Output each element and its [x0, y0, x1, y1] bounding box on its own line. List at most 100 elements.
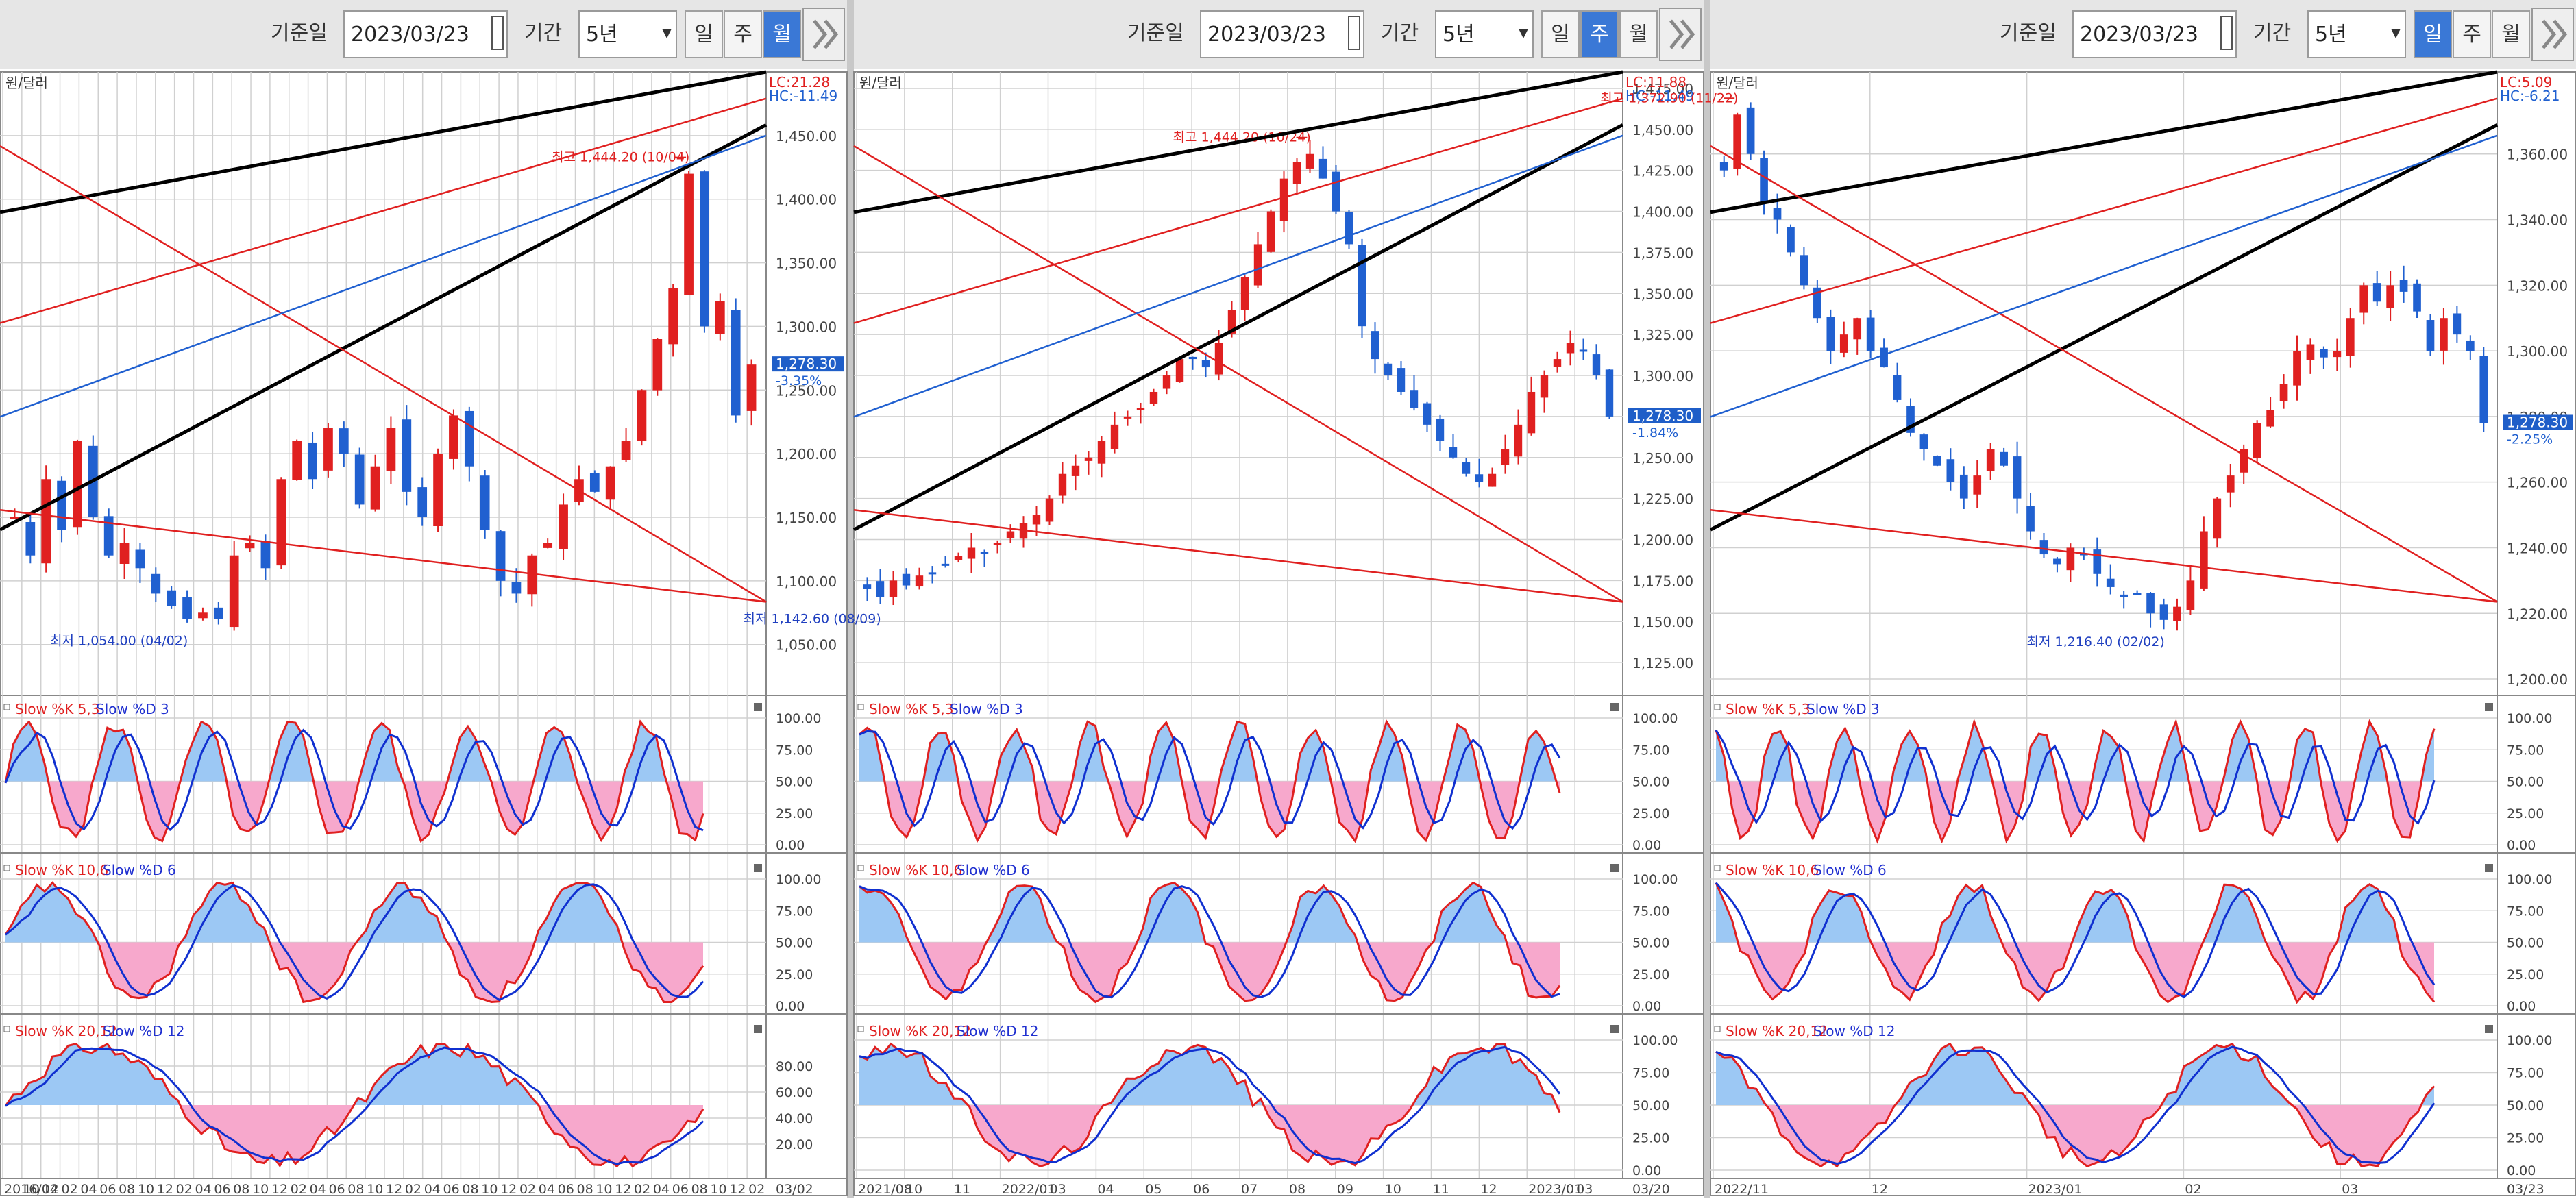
candle-body	[2253, 423, 2261, 459]
x-tick-label: 02	[519, 1182, 536, 1197]
subpanel-marker	[3, 704, 10, 710]
candle-body	[1097, 441, 1106, 464]
candle-body	[915, 575, 924, 587]
candle-body	[2479, 356, 2488, 423]
date-label: 기준일	[2000, 21, 2057, 45]
candle-body	[1071, 465, 1080, 476]
double-chevron-right-icon	[2542, 19, 2568, 49]
indicator-tick: 75.00	[1632, 1066, 1669, 1081]
period-select[interactable]	[578, 10, 677, 58]
slow-d-line	[859, 885, 1560, 999]
candle-body	[1866, 317, 1875, 351]
period-label: 기간	[2253, 21, 2291, 45]
trend-line	[0, 123, 768, 532]
trend-line	[1710, 509, 2498, 603]
candle-body	[182, 597, 192, 619]
subpanel-close-button[interactable]	[754, 1025, 762, 1033]
calendar-icon[interactable]	[1348, 16, 1360, 50]
tab-day[interactable]	[2414, 10, 2452, 58]
x-tick-label: 08	[691, 1182, 708, 1197]
indicator-tick: 50.00	[2507, 1098, 2544, 1113]
subpanel-close-button[interactable]	[2485, 864, 2493, 872]
candle-body	[700, 171, 709, 327]
currency-label: 원/달러	[1716, 75, 1758, 91]
y-tick-label: 1,200.00	[776, 446, 837, 462]
high-label: 최고 1,444.20 (10/04)	[552, 150, 689, 165]
candle-body	[2186, 580, 2195, 610]
candle-body	[10, 517, 20, 519]
y-tick-label: 1,125.00	[1632, 655, 1693, 671]
date-input[interactable]	[1200, 10, 1364, 58]
tab-day[interactable]	[1541, 10, 1580, 58]
trend-line	[852, 123, 1624, 532]
indicator-tick: 75.00	[2507, 1066, 2544, 1081]
subpanel-close-button[interactable]	[1610, 864, 1619, 872]
x-tick-label: 03	[1050, 1182, 1066, 1197]
price-change: -1.84%	[1632, 425, 1678, 441]
date-input[interactable]	[343, 10, 508, 58]
x-tick-label: 10	[906, 1182, 922, 1197]
subpanel-marker	[3, 1026, 10, 1032]
y-tick-label: 1,175.00	[1632, 573, 1693, 589]
x-tick-label: 03	[1576, 1182, 1593, 1197]
indicator-tick: 25.00	[1632, 967, 1669, 982]
subpanel-close-button[interactable]	[2485, 1025, 2493, 1033]
tab-week-label: 주	[733, 23, 752, 47]
tab-week[interactable]	[1580, 10, 1619, 58]
candle-body	[1188, 356, 1197, 360]
currency-label: 원/달러	[859, 75, 902, 91]
overbought-area	[859, 721, 1560, 782]
tab-week[interactable]	[724, 10, 762, 58]
y-tick-label: 1,250.00	[1632, 450, 1693, 467]
indicator-tick: 0.00	[1632, 1163, 1661, 1178]
x-tick-label: 10	[252, 1182, 269, 1197]
x-tick-label: 08	[233, 1182, 249, 1197]
period-select[interactable]	[2307, 10, 2406, 58]
y-tick-label: 1,300.00	[2507, 343, 2568, 360]
double-chevron-right-icon	[813, 19, 839, 49]
candle-body	[2013, 456, 2022, 499]
subpanel-close-button[interactable]	[1610, 703, 1619, 711]
y-tick-label: 1,300.00	[1632, 368, 1693, 384]
subpanel-close-button[interactable]	[1610, 1025, 1619, 1033]
x-tick-label: 2021/08	[858, 1182, 912, 1197]
subpanel-close-button[interactable]	[2485, 703, 2493, 711]
period-select[interactable]	[1435, 10, 1534, 58]
period-select-value: 5년	[2315, 23, 2347, 47]
candle-body	[2386, 285, 2394, 308]
tab-month[interactable]	[763, 10, 801, 58]
x-tick-label: 06	[99, 1182, 116, 1197]
subpanel-close-button[interactable]	[754, 703, 762, 711]
tab-day[interactable]	[685, 10, 723, 58]
x-tick-label: 12	[271, 1182, 288, 1197]
date-input[interactable]	[2072, 10, 2237, 58]
current-price: 1,278.30	[776, 356, 837, 372]
candle-body	[684, 173, 694, 295]
tab-day-label: 일	[1551, 23, 1570, 47]
calendar-icon[interactable]	[2220, 16, 2233, 50]
tab-month[interactable]	[1619, 10, 1658, 58]
candle-body	[1880, 347, 1888, 368]
candle-body	[1397, 368, 1406, 392]
subpanel-close-button[interactable]	[754, 864, 762, 872]
x-tick-label: 09	[1337, 1182, 1353, 1197]
calendar-icon[interactable]	[491, 16, 504, 50]
tab-week[interactable]	[2453, 10, 2491, 58]
slow-d-label: Slow %D 6	[103, 862, 176, 878]
candle-body	[2120, 594, 2129, 597]
tab-month[interactable]	[2492, 10, 2530, 58]
subpanel-marker	[1714, 865, 1721, 871]
candle-body	[2200, 531, 2208, 589]
candle-body	[167, 590, 177, 606]
indicator-tick: 50.00	[2507, 775, 2544, 790]
candle-body	[1032, 515, 1041, 525]
overbought-area	[859, 882, 1560, 943]
indicator-tick: 50.00	[776, 775, 813, 790]
candle-body	[119, 543, 130, 564]
candle-body	[1214, 343, 1223, 375]
candle-body	[1919, 434, 1928, 449]
slow-k-line	[859, 719, 1561, 843]
candle-body	[731, 310, 741, 416]
candle-body	[928, 572, 937, 575]
slow-d-label: Slow %D 12	[1813, 1023, 1895, 1039]
